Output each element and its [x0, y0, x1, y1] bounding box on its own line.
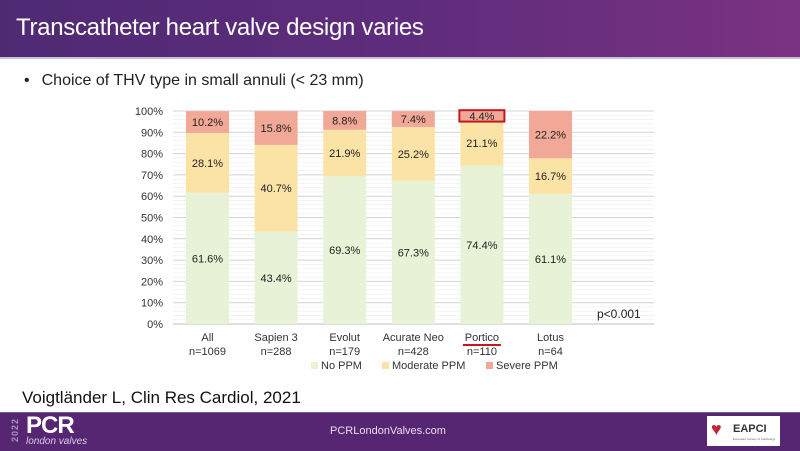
data-label: 25.2% — [398, 149, 429, 161]
data-label: 74.4% — [466, 240, 497, 252]
data-label: 21.9% — [329, 148, 360, 160]
bullet-text: Choice of THV type in small annuli (< 23… — [41, 72, 364, 89]
bar-segment-severe-ppm — [460, 111, 504, 121]
bar-segment-no-ppm — [529, 193, 572, 324]
bars: 61.6% 28.1% 10.2% 43.4% 40.7% 15.8% 69.3% 21.9%… — [186, 109, 572, 324]
x-category-label: Lotus — [537, 332, 564, 344]
y-tick-label: 50% — [141, 213, 163, 225]
bar-segment-severe-ppm — [323, 111, 367, 130]
bar-segment-moderate-ppm — [323, 129, 367, 177]
y-tick-label: 60% — [141, 191, 163, 203]
legend-label: Severe PPM — [496, 360, 558, 372]
bar-segment-moderate-ppm — [460, 120, 504, 166]
bar-segment-severe-ppm — [254, 111, 298, 145]
data-label: 7.4% — [401, 114, 426, 126]
bar-segment-moderate-ppm — [529, 158, 572, 194]
y-tick-label: 0% — [147, 319, 163, 331]
ppm-stacked-bar-chart: 0% 10% 20% 30% 40% 50% 60% 70% 80% 90% 100% 61.6% 2… — [135, 106, 654, 372]
bar-segment-severe-ppm — [186, 111, 229, 133]
data-label: 8.8% — [332, 115, 357, 127]
bar-segment-no-ppm — [391, 180, 435, 324]
highlight-box — [458, 109, 506, 123]
eapci-logo: ♥ EAPCI European Society of Cardiology — [707, 416, 780, 446]
bullet-point: • Choice of THV type in small annuli (< 2… — [24, 72, 364, 90]
x-category-label: Evolut — [329, 332, 360, 344]
pcr-london-valves-logo: 2022 PCR london valves — [10, 412, 110, 448]
data-label: 28.1% — [192, 158, 223, 170]
bar-segment-no-ppm — [186, 192, 229, 324]
y-tick-label: 80% — [141, 149, 163, 161]
legend-label: No PPM — [321, 360, 362, 372]
y-tick-label: 40% — [141, 234, 163, 246]
x-category-n: n=1069 — [189, 346, 226, 358]
legend: No PPM Moderate PPM Severe PPM — [311, 360, 558, 372]
x-category-label: Portico — [465, 332, 499, 344]
footer-bar: 2022 PCR london valves PCRLondonValves.c… — [0, 412, 800, 451]
bullet-marker: • — [24, 72, 30, 89]
y-tick-label: 70% — [141, 170, 163, 182]
x-category-label: All — [201, 332, 213, 344]
data-label: 15.8% — [260, 123, 291, 135]
logo-subtitle: london valves — [26, 436, 88, 447]
legend-label: Moderate PPM — [392, 360, 465, 372]
bar-segment-moderate-ppm — [391, 126, 435, 181]
bar-segment-moderate-ppm — [186, 132, 229, 193]
legend-swatch — [311, 362, 318, 369]
data-label: 10.2% — [192, 117, 223, 129]
slide-title: Transcatheter heart valve design varies — [16, 14, 424, 41]
citation: Voigtländer L, Clin Res Cardiol, 2021 — [22, 388, 301, 407]
data-label: 21.1% — [466, 138, 497, 150]
p-value-annotation: p<0.001 — [597, 307, 641, 321]
x-category-n: n=288 — [261, 346, 292, 358]
bar-segment-no-ppm — [323, 176, 367, 324]
y-tick-label: 100% — [135, 106, 163, 118]
bar-segment-moderate-ppm — [254, 144, 298, 232]
x-category-n: n=179 — [329, 346, 360, 358]
y-tick-label: 30% — [141, 255, 163, 267]
logo-word: PCR — [26, 412, 75, 439]
bar-segment-no-ppm — [460, 165, 504, 324]
bar-segment-no-ppm — [254, 231, 298, 324]
y-axis-ticks: 0% 10% 20% 30% 40% 50% 60% 70% 80% 90% 100% — [135, 106, 163, 331]
bar-segment-severe-ppm — [391, 111, 435, 127]
data-label: 69.3% — [329, 245, 360, 257]
legend-swatch — [486, 362, 493, 369]
logo-year: 2022 — [10, 418, 20, 443]
y-tick-label: 10% — [141, 298, 163, 310]
x-axis-labels: All n=1069 Sapien 3 n=288 Evolut n=179 Acurate… — [189, 332, 564, 358]
heart-icon: ♥ — [711, 419, 722, 439]
title-bar: Transcatheter heart valve design varies — [0, 0, 800, 59]
x-category-n: n=428 — [398, 346, 429, 358]
data-label: 67.3% — [398, 247, 429, 259]
data-label: 61.1% — [535, 254, 566, 266]
website-link[interactable]: PCRLondonValves.com — [330, 425, 446, 437]
x-category-label: Sapien 3 — [254, 332, 297, 344]
data-label: 43.4% — [260, 273, 291, 285]
legend-swatch — [382, 362, 389, 369]
y-tick-label: 20% — [141, 276, 163, 288]
data-label: 4.4% — [469, 111, 494, 123]
bar-segment-severe-ppm — [529, 111, 572, 159]
data-label: 40.7% — [260, 183, 291, 195]
data-label: 61.6% — [192, 253, 223, 265]
data-label: 16.7% — [535, 171, 566, 183]
x-category-n: n=110 — [467, 346, 497, 358]
partner-subtitle: European Society of Cardiology — [733, 437, 776, 441]
partner-name: EAPCI — [733, 423, 767, 435]
y-tick-label: 90% — [141, 127, 163, 139]
data-label: 22.2% — [535, 130, 566, 142]
x-category-label: Acurate Neo — [383, 332, 444, 344]
x-category-n: n=64 — [538, 346, 563, 358]
